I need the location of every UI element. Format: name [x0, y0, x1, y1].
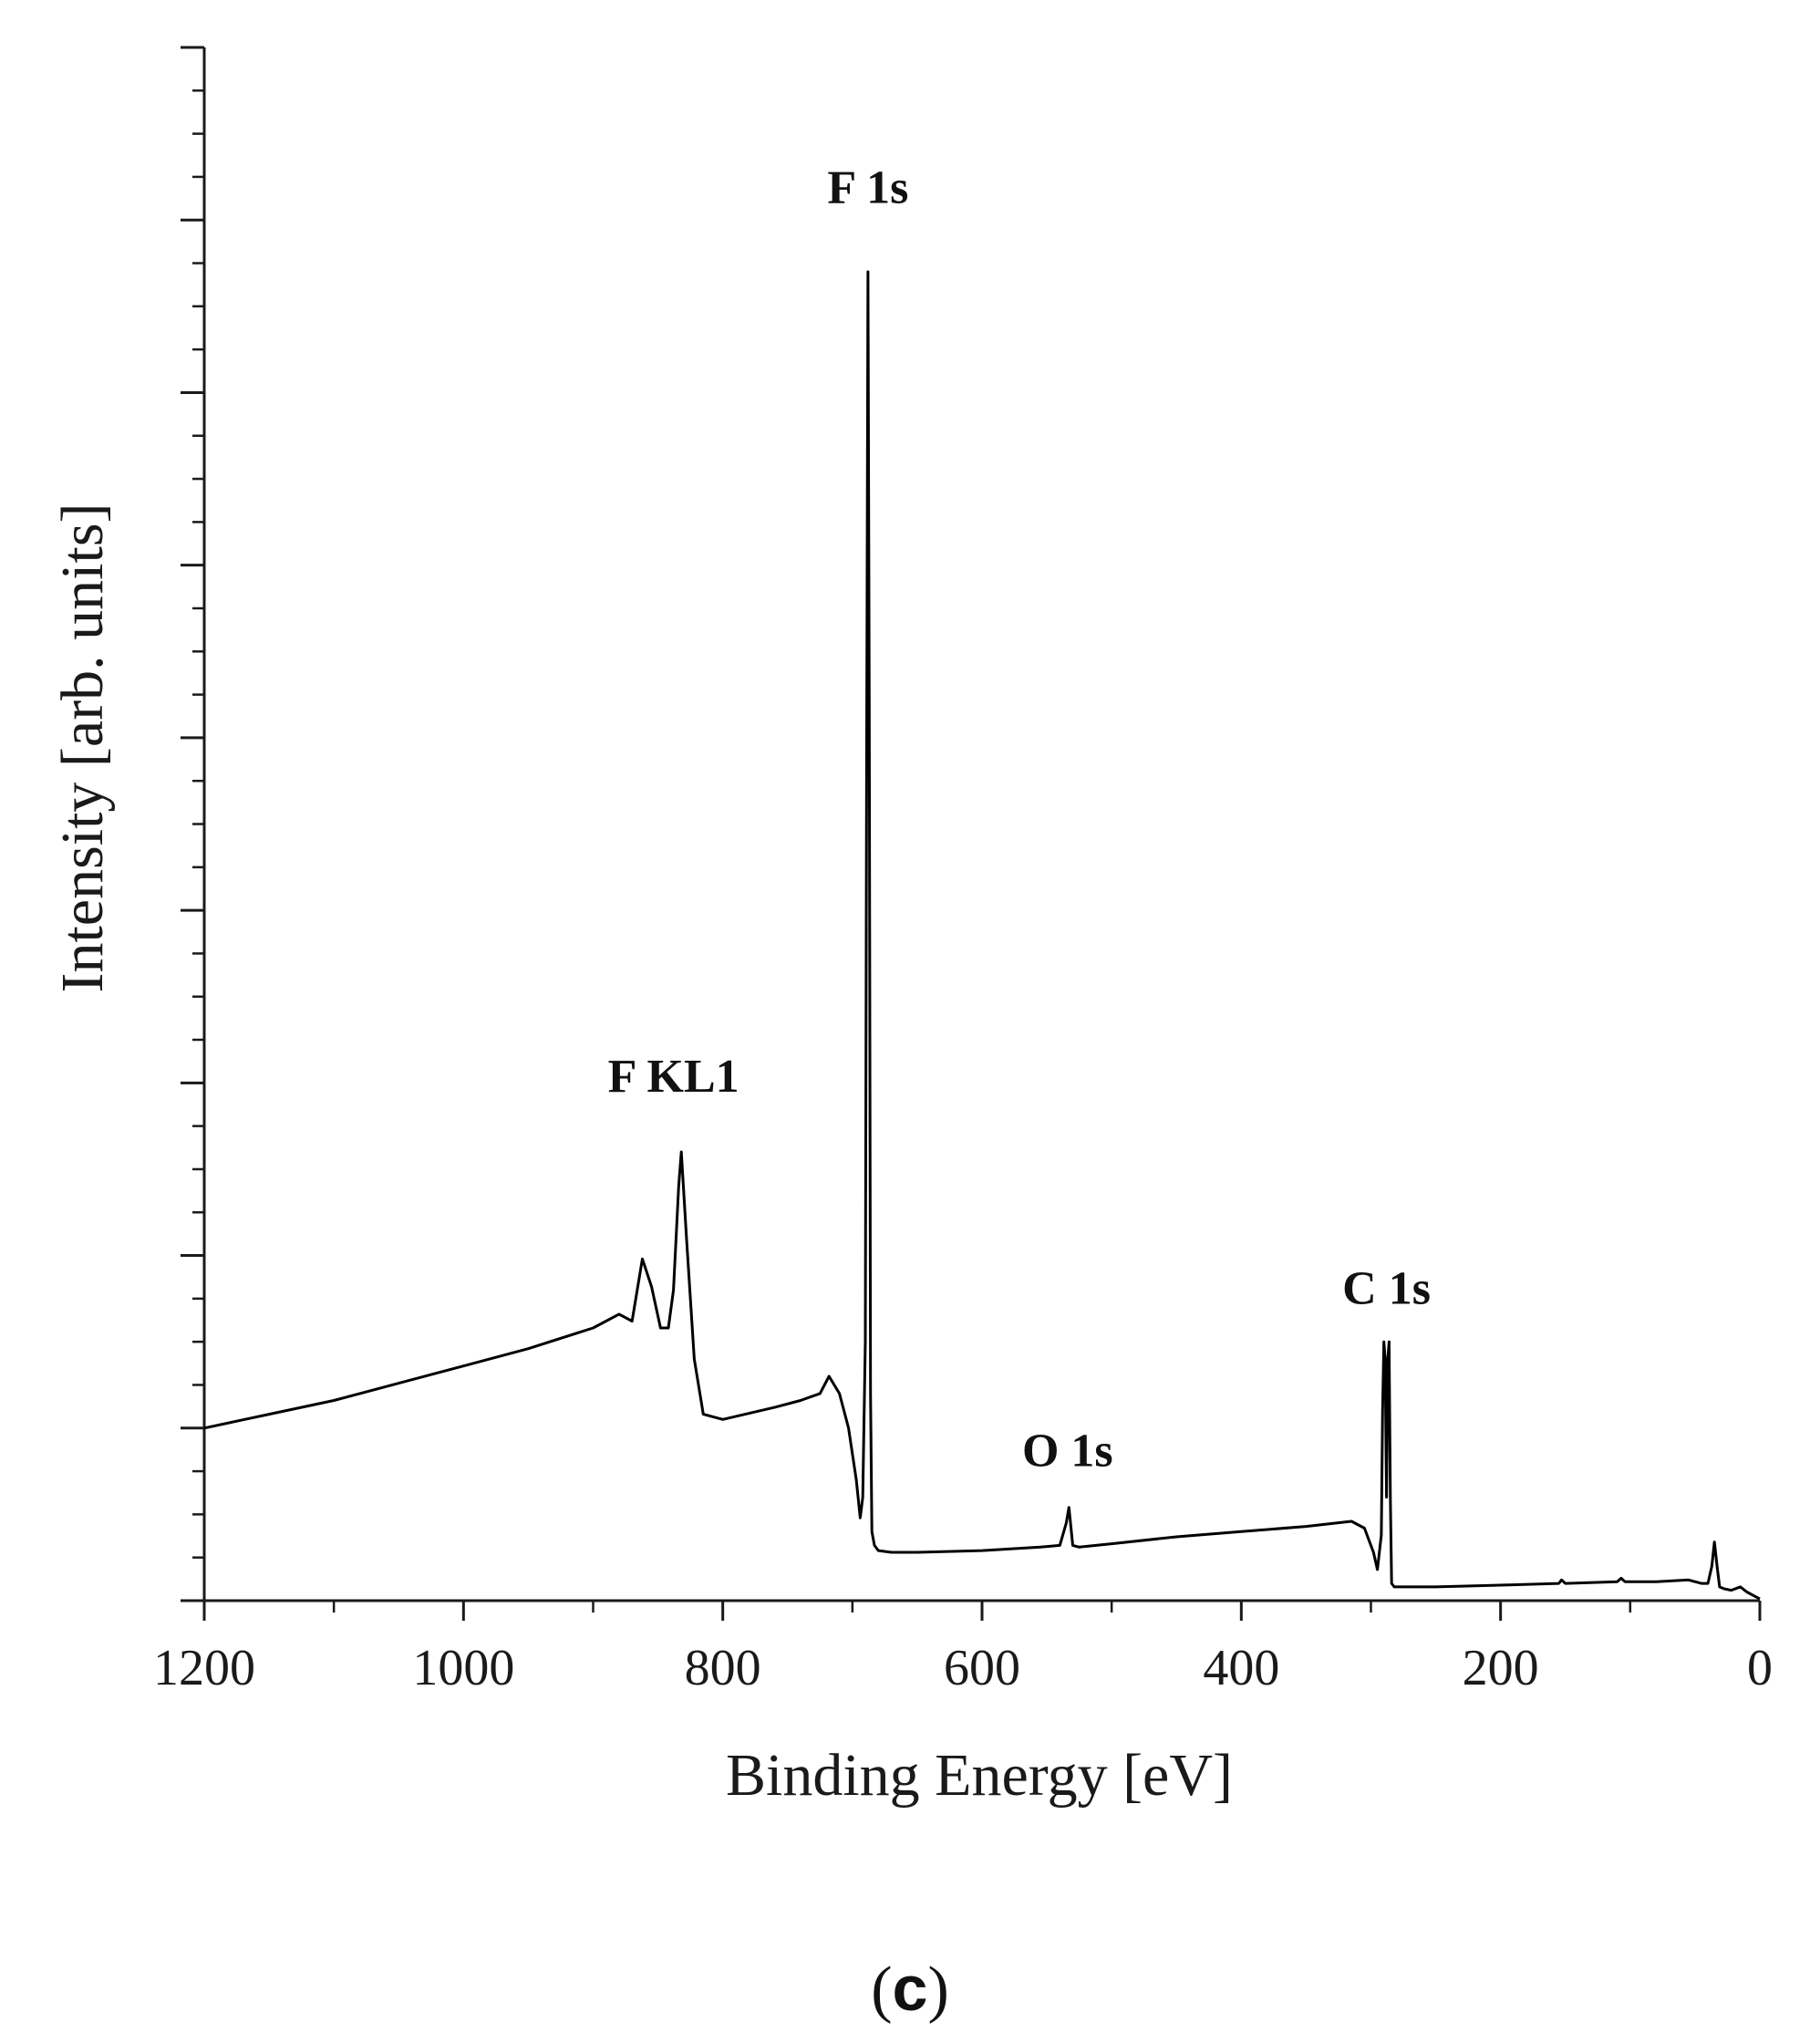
x-tick-label: 1000: [412, 1640, 514, 1696]
peak-annotations: F 1s F KL1 O 1s C 1s: [608, 161, 1431, 1477]
peak-label: O 1s: [1022, 1425, 1113, 1477]
axes: [202, 47, 1760, 1602]
panel-label: (c): [871, 1953, 949, 2025]
plot-area: [203, 270, 1761, 1601]
x-tick-label: 200: [1463, 1640, 1539, 1696]
x-axis-title: Binding Energy [eV]: [726, 1742, 1233, 1809]
axis-ticks: 1200 1000 800 600 400 200 0: [153, 46, 1773, 1696]
peak-label: F KL1: [608, 1051, 739, 1103]
x-tick-label: 800: [685, 1640, 761, 1696]
y-axis-title: Intensity [arb. units]: [49, 503, 116, 992]
peak-label: C 1s: [1342, 1263, 1431, 1315]
spectrum-line: [203, 270, 1761, 1601]
x-tick-label: 600: [944, 1640, 1020, 1696]
x-tick-label: 400: [1203, 1640, 1279, 1696]
peak-label: F 1s: [827, 161, 908, 213]
x-tick-label: 1200: [153, 1640, 255, 1696]
x-tick-label: 0: [1747, 1640, 1773, 1696]
